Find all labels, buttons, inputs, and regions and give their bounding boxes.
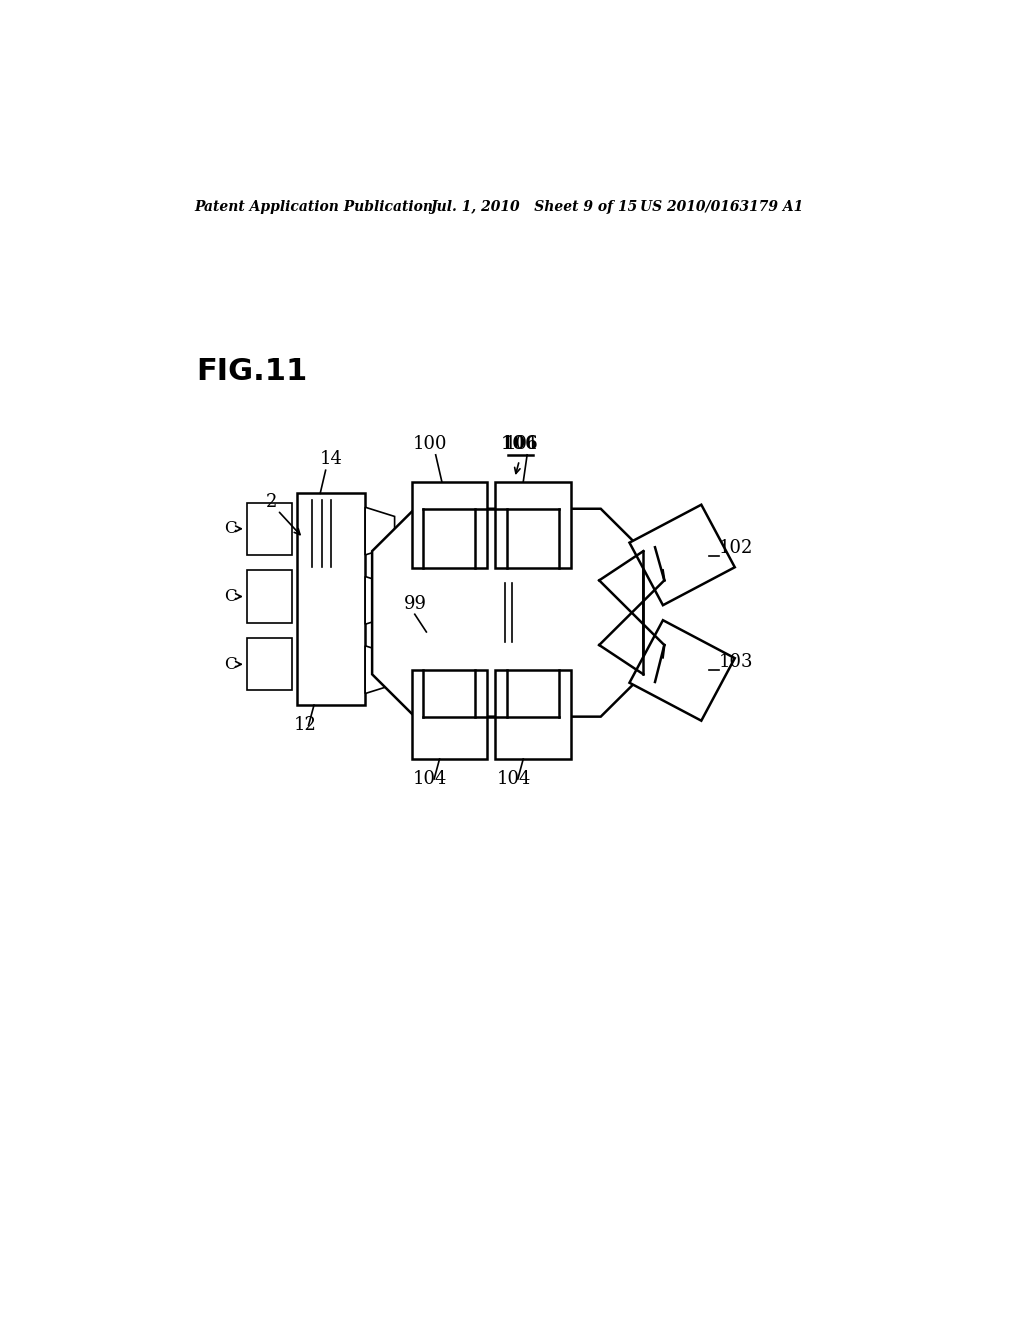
Text: 14: 14 (319, 450, 342, 469)
Text: Jul. 1, 2010   Sheet 9 of 15: Jul. 1, 2010 Sheet 9 of 15 (430, 199, 638, 214)
Text: FIG.11: FIG.11 (197, 358, 307, 387)
Bar (248, 503, 292, 554)
Text: 12: 12 (293, 715, 316, 734)
Text: Patent Application Publication: Patent Application Publication (194, 199, 433, 214)
Text: C: C (224, 520, 237, 537)
Polygon shape (366, 645, 394, 693)
Polygon shape (630, 504, 735, 605)
Polygon shape (630, 620, 735, 721)
Bar (248, 570, 292, 623)
Polygon shape (366, 577, 394, 624)
Text: 102: 102 (719, 539, 753, 557)
Text: 99: 99 (403, 595, 427, 612)
Text: 2: 2 (265, 494, 278, 511)
Text: 101: 101 (505, 436, 539, 454)
Text: 106: 106 (501, 436, 539, 454)
Bar (297, 494, 366, 705)
Text: 104: 104 (497, 770, 531, 788)
Bar (248, 638, 292, 690)
Text: US 2010/0163179 A1: US 2010/0163179 A1 (640, 199, 803, 214)
Text: 103: 103 (719, 652, 753, 671)
Polygon shape (372, 508, 643, 717)
Text: 104: 104 (413, 770, 447, 788)
Bar (496, 482, 570, 568)
Text: C: C (224, 587, 237, 605)
Text: 100: 100 (413, 436, 447, 454)
Text: C: C (224, 656, 237, 673)
Bar (412, 482, 486, 568)
Bar (412, 671, 486, 759)
Bar (496, 671, 570, 759)
Polygon shape (366, 507, 394, 554)
